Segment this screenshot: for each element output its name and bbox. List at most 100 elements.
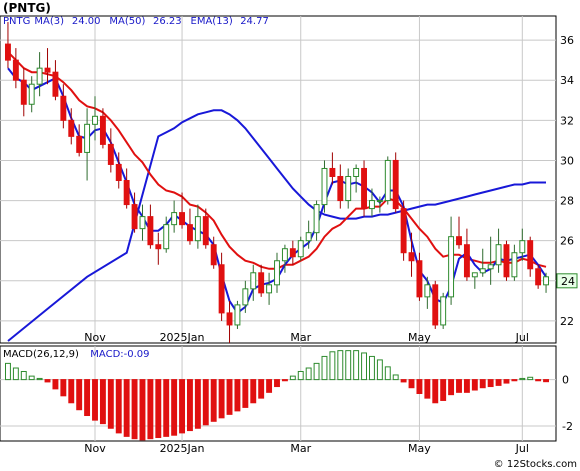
candle	[400, 200, 407, 261]
candle-body	[92, 115, 98, 125]
macd-x-label: May	[408, 442, 431, 455]
macd-legend-item: MACD:-0.09	[90, 349, 149, 360]
macd-bar	[242, 379, 249, 408]
candle-body	[5, 43, 11, 61]
macd-bar	[463, 379, 470, 393]
macd-bar	[187, 379, 193, 432]
candle	[266, 272, 273, 305]
candle-body	[171, 212, 178, 226]
macd-bar	[107, 379, 114, 429]
candle-body	[155, 244, 162, 250]
price-y-tick: 26	[560, 235, 574, 248]
candle	[471, 272, 478, 289]
candle-body	[76, 135, 83, 153]
macd-panel-frame	[0, 345, 557, 442]
candle	[5, 22, 11, 69]
candle	[297, 236, 304, 261]
candle-body	[123, 180, 130, 206]
macd-bar	[123, 379, 130, 437]
candle-body	[519, 240, 526, 254]
candle	[289, 240, 296, 265]
candle-body	[463, 244, 470, 278]
macd-x-label: Nov	[84, 442, 106, 455]
candle	[503, 240, 510, 281]
macd-bar	[92, 379, 98, 421]
candle-body	[36, 67, 43, 85]
candle-body	[487, 264, 494, 270]
macd-bar	[361, 352, 367, 381]
candle	[44, 48, 51, 85]
candle	[281, 244, 288, 273]
candle-body	[242, 288, 249, 306]
candle	[392, 152, 399, 213]
candle-body	[163, 224, 170, 250]
candle	[52, 60, 59, 101]
macd-bar	[194, 379, 201, 429]
macd-bar	[353, 350, 360, 381]
candle	[123, 168, 130, 209]
macd-bar	[28, 375, 35, 381]
macd-bar	[487, 379, 494, 388]
candle	[36, 52, 43, 97]
price-x-label: 2025Jan	[160, 331, 205, 344]
last-price-box	[556, 273, 578, 289]
candle-body	[84, 123, 91, 153]
macd-bar	[424, 379, 431, 399]
candle-body	[258, 272, 265, 294]
candle-body	[297, 240, 304, 258]
macd-bar	[519, 377, 526, 381]
macd-bar	[36, 377, 43, 381]
candle-body	[448, 236, 455, 298]
macd-bar	[345, 350, 352, 381]
macd-bar	[471, 379, 478, 391]
macd-bar	[234, 379, 241, 412]
macd-bar	[139, 379, 146, 441]
candle	[305, 220, 312, 249]
macd-bar	[313, 362, 320, 381]
candle-body	[20, 79, 27, 105]
candle-body	[440, 296, 447, 326]
macd-y-tick: 0	[562, 374, 569, 387]
candle	[487, 236, 494, 285]
candle	[376, 196, 383, 213]
macd-bar	[52, 379, 59, 390]
candle-body	[250, 272, 257, 290]
macd-bar	[226, 379, 233, 415]
candle-body	[535, 268, 542, 286]
macd-bar	[503, 379, 510, 384]
macd-bar	[76, 379, 83, 411]
candle	[163, 216, 170, 253]
candle	[527, 236, 534, 277]
macd-bar	[20, 370, 27, 381]
candle	[479, 248, 486, 277]
macd-bar	[258, 379, 265, 399]
candle-body	[234, 304, 241, 326]
candle-body	[424, 284, 431, 298]
candle	[440, 292, 447, 329]
price-x-label: Mar	[290, 331, 311, 344]
candle-body	[131, 204, 138, 230]
macd-bar	[440, 379, 447, 401]
candle	[353, 164, 360, 193]
macd-bar	[527, 376, 534, 381]
price-legend-item: MA(50)	[109, 16, 145, 27]
candle	[147, 204, 154, 249]
macd-bar	[432, 379, 439, 404]
macd-bar	[99, 379, 106, 425]
candle	[463, 228, 470, 281]
candle-body	[202, 216, 209, 246]
macd-bar	[210, 379, 217, 422]
macd-bar	[266, 379, 273, 393]
macd-bar	[60, 379, 67, 397]
macd-bar	[274, 379, 280, 388]
candle	[408, 232, 415, 277]
candle	[155, 232, 162, 265]
macd-bar	[115, 379, 122, 434]
macd-bar	[535, 379, 542, 382]
candle-body	[432, 284, 439, 326]
price-y-tick: 36	[560, 34, 574, 47]
price-legend-item: EMA(13)	[191, 16, 233, 27]
candle-body	[52, 71, 59, 97]
candle-body	[479, 268, 486, 274]
macd-bar	[179, 379, 185, 434]
